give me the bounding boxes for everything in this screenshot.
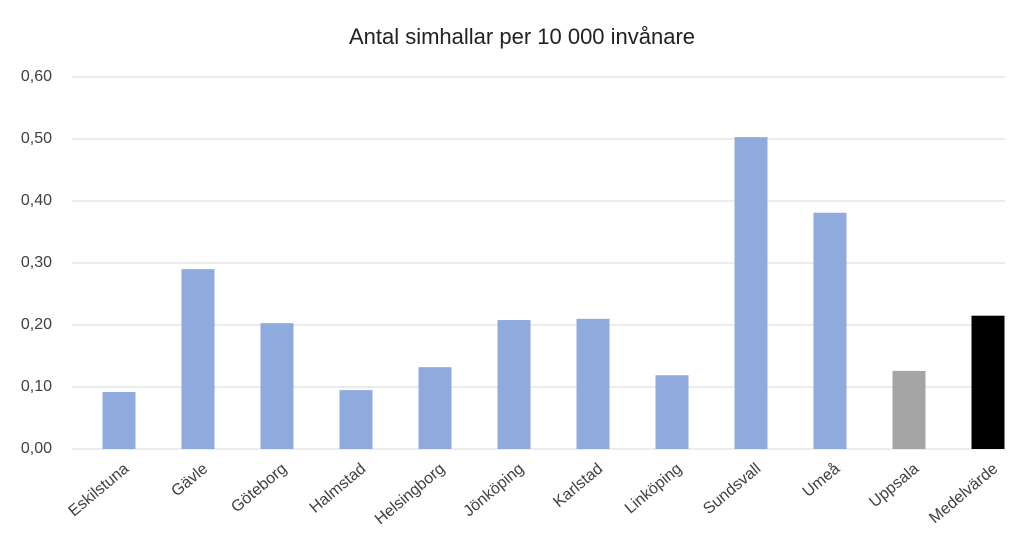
bar <box>813 212 847 449</box>
y-tick-label: 0,20 <box>21 316 52 333</box>
x-tick-label: Sundsvall <box>700 460 764 518</box>
bar <box>971 315 1005 449</box>
bar <box>260 323 294 449</box>
y-tick-label: 0,10 <box>21 378 52 395</box>
bar <box>497 320 531 449</box>
y-tick-label: 0,60 <box>21 68 52 85</box>
y-tick-label: 0,40 <box>21 192 52 209</box>
x-tick-label: Umeå <box>799 459 843 500</box>
bar <box>181 269 215 449</box>
x-tick-label: Halmstad <box>307 460 370 516</box>
chart-title: Antal simhallar per 10 000 invånare <box>349 24 695 49</box>
y-tick-label: 0,30 <box>21 254 52 271</box>
x-tick-label: Gävle <box>168 460 211 500</box>
bar <box>734 137 768 449</box>
bar <box>576 318 610 449</box>
bar <box>418 367 452 449</box>
y-tick-label: 0,00 <box>21 440 52 457</box>
y-tick-label: 0,50 <box>21 130 52 147</box>
x-tick-label: Karlstad <box>550 460 606 511</box>
x-tick-label: Eskilstuna <box>65 460 132 520</box>
x-tick-label: Helsingborg <box>372 460 448 528</box>
x-tick-label: Jönköping <box>460 460 527 520</box>
x-tick-label: Medelvärde <box>926 460 1001 527</box>
x-tick-label: Göteborg <box>228 460 290 516</box>
bar <box>655 375 689 449</box>
bar <box>102 391 136 449</box>
bar <box>892 370 926 449</box>
x-tick-label: Linköping <box>622 460 685 517</box>
x-tick-label: Uppsala <box>866 460 922 511</box>
bar <box>339 390 373 449</box>
